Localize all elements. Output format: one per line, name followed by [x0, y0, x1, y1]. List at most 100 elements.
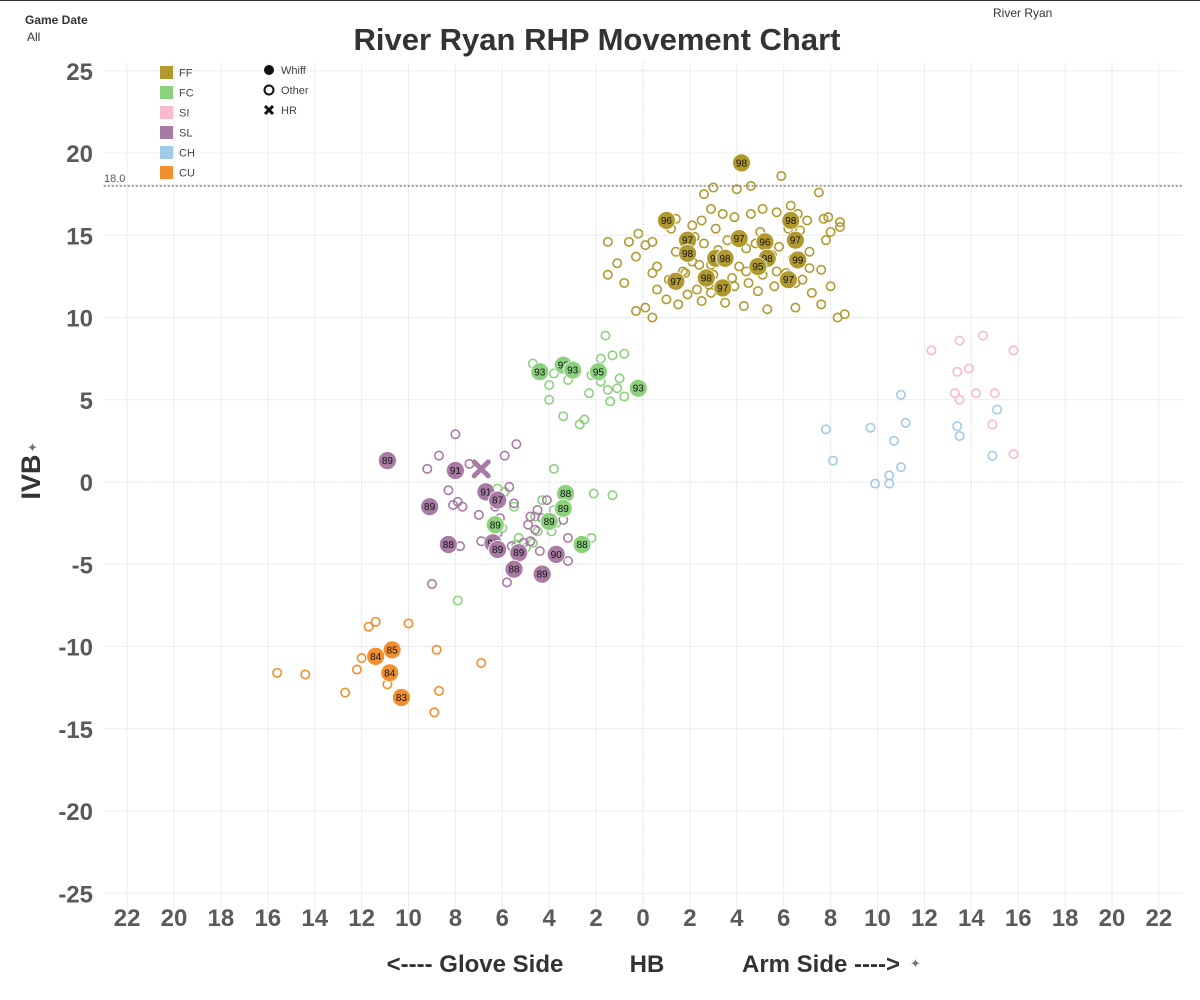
y-tick-label: -25	[58, 881, 93, 908]
velocity-label: 88	[443, 540, 455, 551]
pitch-point-fc-other	[574, 419, 585, 430]
legend-swatch-ff[interactable]	[160, 66, 173, 79]
pitch-point-fc-whiff	[628, 378, 648, 398]
velocity-label: 99	[792, 255, 804, 266]
pitch-point-ff-whiff	[732, 153, 751, 173]
pitch-point-ff-other	[757, 203, 768, 214]
pitch-point-fc-other	[584, 388, 595, 399]
y-tick-label: -10	[58, 635, 93, 662]
velocity-label: 96	[759, 237, 771, 248]
pitch-point-ch-other	[987, 450, 998, 461]
legend-other-symbol[interactable]	[263, 84, 275, 96]
pitch-point-ff-other	[602, 236, 613, 247]
y-tick-label: -5	[72, 552, 93, 579]
pitch-point-ff-other	[820, 235, 831, 246]
y-axis-pin-icon[interactable]: ✦	[27, 440, 38, 455]
legend-whiff-symbol[interactable]	[264, 65, 274, 75]
x-tick-label: 22	[1146, 905, 1173, 932]
reference-line-label: 18.0	[104, 173, 125, 185]
pitch-point-sl-whiff	[420, 497, 440, 517]
pitch-point-ff-other	[825, 281, 836, 292]
pitch-point-sl-whiff	[438, 535, 458, 554]
pitch-point-fc-other	[619, 391, 630, 402]
pitch-point-sl-whiff	[546, 544, 566, 564]
pitch-point-ch-other	[895, 462, 906, 473]
game-date-filter[interactable]: Game Date All	[25, 13, 88, 44]
pitch-point-cu-other	[403, 618, 414, 629]
pitch-point-ff-whiff	[666, 271, 686, 291]
pitch-point-ff-whiff	[715, 248, 735, 268]
pitch-point-ff-other	[734, 261, 745, 272]
pitch-point-ff-whiff	[678, 243, 697, 263]
pitch-point-cu-other	[351, 664, 362, 675]
hr-mark-stroke	[471, 459, 491, 479]
x-axis-title-left: <---- Glove Side	[387, 951, 564, 978]
legend-swatch-si[interactable]	[160, 106, 173, 119]
pitch-point-ch-other	[884, 478, 895, 489]
pitch-point-cu-whiff	[380, 663, 400, 683]
pitch-point-fc-other	[579, 414, 590, 425]
legend-swatch-fc[interactable]	[160, 86, 173, 99]
pitch-point-ff-other	[630, 251, 641, 262]
legend-label-hr: HR	[281, 105, 297, 117]
pitch-point-fc-whiff	[589, 362, 608, 382]
velocity-label: 97	[790, 236, 802, 247]
legend-label-sl: SL	[179, 128, 192, 140]
velocity-label: 93	[633, 384, 645, 395]
pitch-point-cu-whiff	[392, 688, 411, 707]
velocity-label: 89	[424, 502, 436, 513]
pitch-point-sl-other	[509, 498, 520, 509]
velocity-label: 89	[558, 504, 570, 515]
x-tick-label: 22	[114, 905, 141, 932]
velocity-label: 98	[720, 254, 732, 265]
legend-label-si: SI	[179, 108, 189, 120]
y-tick-label: 0	[80, 470, 93, 497]
pitch-point-sl-whiff	[377, 451, 397, 471]
pitch-point-ff-other	[717, 208, 728, 219]
x-tick-label: 20	[161, 905, 188, 932]
pitch-point-ff-whiff	[657, 211, 676, 230]
pitch-point-cu-other	[429, 707, 440, 718]
pitch-point-ff-other	[694, 259, 705, 270]
pitch-point-ff-other	[804, 263, 815, 274]
pitch-point-sl-other	[511, 439, 522, 450]
velocity-label: 97	[682, 236, 694, 247]
pitch-point-fc-other	[548, 368, 559, 379]
x-tick-label: 2	[683, 905, 696, 932]
legend-swatch-sl[interactable]	[160, 126, 173, 139]
pitch-point-fc-other	[537, 495, 548, 506]
legend-swatch-cu[interactable]	[160, 166, 173, 179]
velocity-label: 98	[701, 274, 713, 285]
pitch-point-ff-whiff	[788, 250, 808, 270]
velocity-label: 89	[382, 456, 394, 467]
y-tick-label: 25	[66, 59, 93, 86]
pitch-point-ff-other	[687, 220, 698, 231]
x-axis-pin-icon[interactable]: ✦	[910, 956, 921, 971]
pitch-point-sl-whiff	[504, 559, 524, 579]
pitch-point-ch-other	[827, 455, 838, 466]
game-date-filter-value[interactable]: All	[27, 30, 41, 44]
legend-swatch-ch[interactable]	[160, 146, 173, 159]
pitch-point-si-other	[978, 330, 989, 341]
pitch-point-cu-other	[363, 621, 374, 632]
x-tick-label: 4	[730, 905, 744, 932]
pitch-point-ff-other	[602, 269, 613, 280]
x-tick-label: 10	[395, 905, 422, 932]
pitch-point-sl-other	[501, 577, 512, 588]
legend-hr-symbol[interactable]	[263, 104, 275, 116]
pitch-point-fc-other	[595, 353, 606, 364]
pitch-point-sl-whiff	[488, 490, 508, 510]
pitch-point-si-other	[1008, 449, 1019, 460]
pitch-point-ff-other	[785, 200, 796, 211]
velocity-label: 98	[785, 216, 797, 227]
pitch-point-ff-other	[771, 207, 782, 218]
pitch-point-sl-hr	[471, 459, 491, 479]
pitch-point-ff-whiff	[696, 268, 716, 288]
y-tick-label: -15	[58, 717, 93, 744]
pitch-point-si-other	[1008, 345, 1019, 356]
pitch-point-ff-other	[652, 261, 663, 272]
pitch-point-cu-whiff	[366, 646, 386, 666]
velocity-label: 90	[551, 550, 563, 561]
y-tick-label: 5	[80, 388, 93, 415]
